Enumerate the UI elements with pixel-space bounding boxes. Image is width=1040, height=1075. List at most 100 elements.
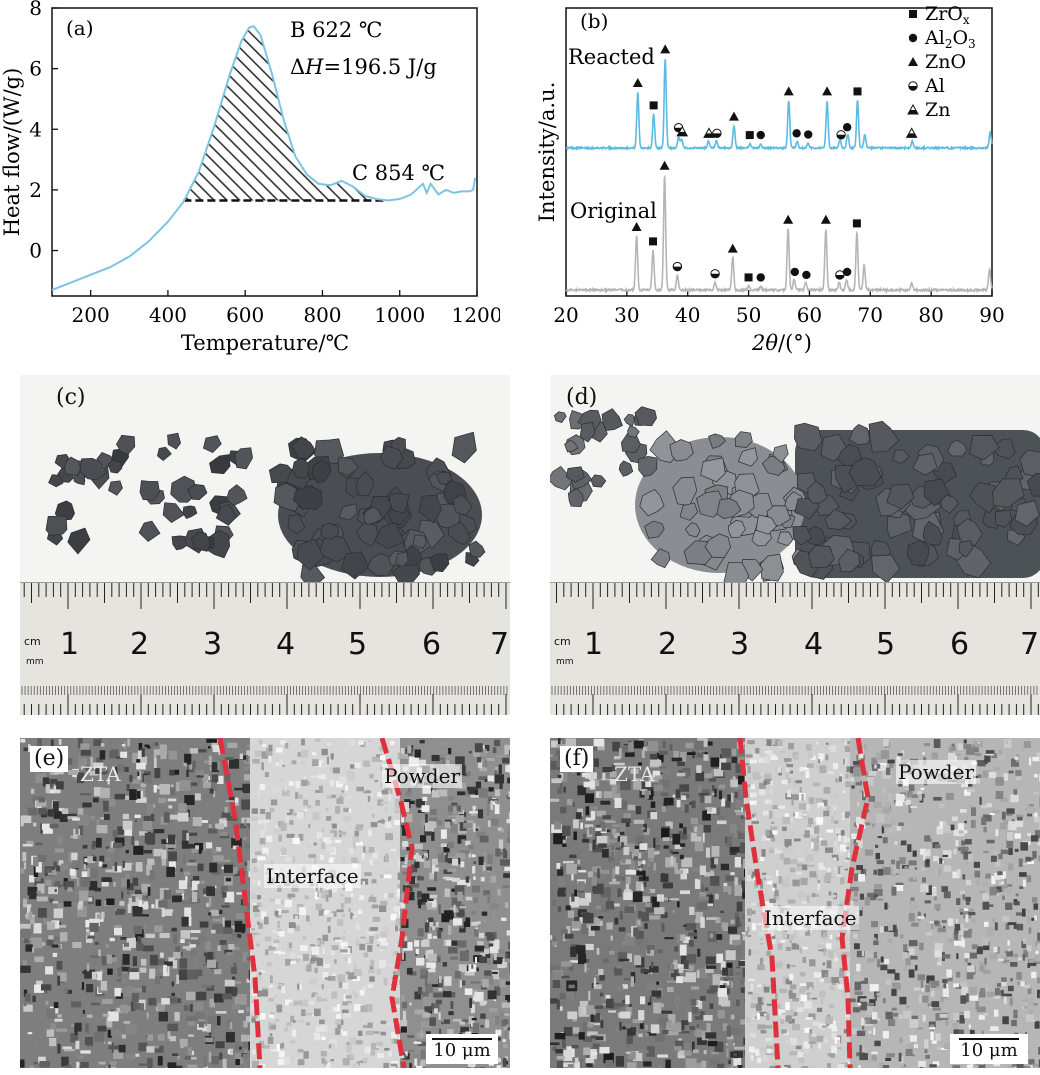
sem-grain [161,998,170,1005]
sem-grain [556,1056,565,1060]
sem-grain [509,1030,510,1040]
sem-grain [53,861,57,868]
sem-grain [246,978,251,983]
sem-grain [245,843,251,849]
sem-grain [705,1032,717,1039]
sem-grain [818,945,823,953]
sem-grain [35,842,43,846]
sem-grain [121,878,127,888]
sem-grain [446,940,452,946]
sem-grain [35,862,42,873]
sem-grain [640,996,646,1005]
panel-label-c: (c) [56,385,86,410]
sem-grain [702,752,708,755]
sem-grain [599,1046,610,1054]
sem-grain [639,1019,644,1029]
sem-grain [762,835,765,842]
sem-grain [827,771,834,774]
sem-grain [674,946,679,952]
sem-grain [852,898,858,902]
sem-grain [363,952,369,958]
sem-grain [451,897,462,907]
sem-grain [745,754,753,758]
sem-grain [391,950,395,957]
sem-grain [325,807,329,812]
sem-grain [45,1000,49,1005]
sem-grain [764,1025,773,1029]
sem-grain [960,739,968,744]
particle [969,482,999,514]
sem-grain [228,944,235,950]
sem-grain [619,831,625,835]
sem-grain [495,811,499,819]
sem-grain [224,949,233,954]
sem-grain [844,758,847,766]
sem-grain [387,816,393,821]
ruler: cm mm 1 2 3 4 5 6 7 [550,582,1040,715]
zrox-marker [649,101,658,110]
sem-grain [899,1037,903,1043]
al2o3-marker [792,129,801,138]
sem-grain [174,769,180,775]
sem-grain [364,872,372,876]
sem-grain [667,845,670,849]
sem-grain [833,810,836,815]
sem-grain [747,740,755,745]
sem-grain [29,875,36,883]
sem-grain [498,764,502,774]
x-axis-title: 2θ/(°) [751,331,812,355]
sem-grain [61,1056,69,1067]
sem-grain [968,1024,971,1029]
sem-grain [955,971,961,978]
sem-grain [302,953,310,961]
xrd-chart-panel: 20 30 40 50 60 70 80 90 ZrOx Al2O3 ZnO Al Zn (b) Re… [528,0,1040,360]
sem-grain [194,793,201,801]
sem-grain [125,1023,137,1035]
sem-grain [434,759,444,765]
sem-grain [143,775,153,784]
sem-grain [234,923,246,933]
sem-grain [70,901,77,907]
sem-grain [80,1062,89,1068]
sem-grain [783,857,791,865]
sem-grain [403,936,408,942]
sem-grain [465,840,471,846]
sem-grain [477,788,488,798]
sem-grain [475,781,482,791]
sem-grain [689,1026,695,1031]
sem-grain [253,866,259,873]
sem-grain [342,1000,348,1006]
sem-grain [865,1018,874,1025]
sem-grain [748,868,753,875]
particle [318,533,353,563]
sem-grain [727,1039,734,1049]
sem-grain [751,1055,754,1061]
sem-grain [786,964,790,969]
sem-grain [821,840,828,846]
sem-grain [781,931,788,939]
peak-annotation: B 622 ℃ [290,18,382,42]
sem-grain [400,902,406,909]
sem-grain [836,982,839,987]
sem-grain [844,745,852,753]
particle [395,551,409,568]
sem-grain [627,1027,636,1036]
sem-grain [400,748,405,756]
sem-grain [854,891,858,897]
legend-entry: Al2O3 [924,27,976,51]
sem-grain [303,808,308,812]
sem-grain [176,974,180,984]
sem-grain [226,952,233,956]
sem-grain [788,1018,795,1024]
x-tick-label: 60 [797,303,822,327]
sem-grain [281,985,285,994]
sem-grain [824,847,833,853]
sem-grain [951,816,958,821]
sem-grain [262,989,269,997]
sem-grain [27,905,31,916]
sem-grain [369,965,374,972]
sem-grain [270,1049,278,1052]
particle [273,482,301,512]
sem-grain [202,774,209,782]
sem-grain [474,991,484,1002]
